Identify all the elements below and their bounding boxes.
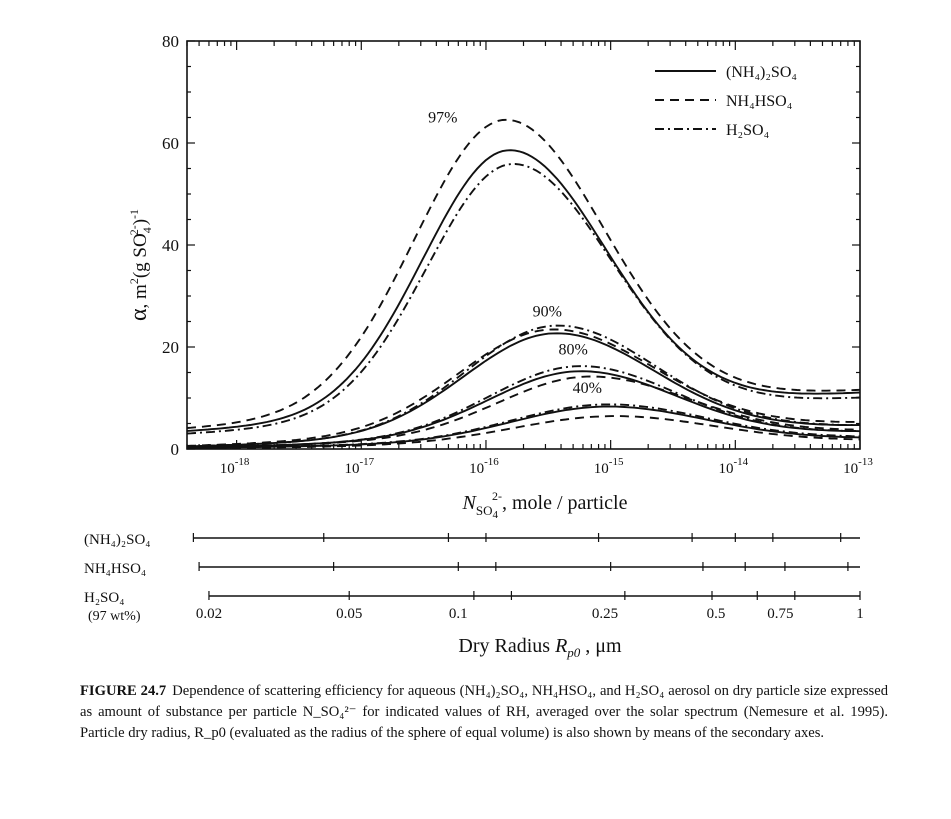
x-label-sup: 2-	[492, 489, 502, 503]
x-tick-label: 10-17	[344, 456, 374, 477]
y-tick-label: 40	[162, 236, 179, 255]
series-line-dashdot	[186, 324, 860, 448]
x-tick-base: 10	[843, 461, 858, 477]
y-label-unit: m	[130, 284, 151, 299]
series-line-dashed	[186, 375, 861, 449]
y-tick-label: 60	[162, 134, 179, 153]
x-tick-exponent: -18	[235, 456, 250, 468]
series-line-dashed	[186, 328, 860, 447]
secondary-axis-label: H₂SO₄	[84, 590, 124, 606]
y-label-sup: 2	[127, 278, 141, 284]
y-tick-label: 20	[162, 338, 179, 357]
series-line-dashed	[186, 118, 861, 429]
secondary-axis-label: (NH₄)₂SO₄	[84, 532, 151, 548]
series-line-solid	[186, 370, 861, 449]
x-tick-base: 10	[718, 461, 733, 477]
secondary-axis-sublabel: (97 wt%)	[88, 609, 141, 624]
y-label-close: )	[130, 219, 151, 225]
secondary-tick-label: 0.5	[707, 606, 726, 622]
annotation-rh: 80%	[558, 342, 587, 359]
y-label-sup3: -1	[127, 209, 141, 219]
y-axis-label: α, m2(g SO42-)-1	[126, 209, 154, 321]
x-label-sub2: 4	[492, 509, 498, 521]
legend-label: H₂SO₄	[726, 122, 770, 139]
x-tick-base: 10	[469, 461, 484, 477]
x-tick-exponent: -14	[733, 456, 748, 468]
legend: (NH₄)₂SO₄ NH₄HSO₄ H₂SO₄	[655, 64, 797, 139]
secondary-title-text: Dry Radius	[458, 635, 555, 657]
y-label-alpha: α	[126, 308, 152, 321]
secondary-tick-label: 0.1	[449, 606, 468, 622]
secondary-axis-label: NH₄HSO₄	[84, 561, 146, 577]
series-line-dashdot	[186, 365, 861, 449]
secondary-tick-label: 0.25	[592, 606, 618, 622]
secondary-title-sub: p0	[566, 645, 581, 660]
x-tick-base: 10	[220, 461, 235, 477]
x-tick-exponent: -15	[609, 456, 624, 468]
secondary-title-r: R	[554, 635, 567, 657]
caption-text: Dependence of scattering efficiency for …	[80, 683, 888, 741]
caption-label: FIGURE 24.7	[80, 683, 167, 699]
secondary-tick-label: 0.75	[767, 606, 793, 622]
secondary-axis-title: Dry Radius Rp0 , μm	[458, 635, 622, 660]
x-label-unit: mole / particle	[507, 492, 628, 514]
y-tick-label: 80	[162, 32, 179, 51]
annotation-rh: 90%	[533, 303, 562, 320]
y-label-sup2: 2-	[127, 225, 141, 235]
secondary-tick-label: 1	[856, 606, 864, 622]
series-line-solid	[186, 149, 861, 432]
secondary-tick-label: 0.02	[196, 606, 222, 622]
y-tick-label: 0	[171, 440, 180, 459]
secondary-axes: (NH₄)₂SO₄ NH₄HSO₄ H₂SO₄ (97 wt%) 0.02 0.05 0.1…	[84, 532, 864, 660]
series-line-solid	[186, 332, 860, 448]
x-tick-label: 10-15	[594, 456, 624, 477]
y-label-sub: 4	[140, 227, 154, 233]
x-tick-label: 10-18	[220, 456, 250, 477]
secondary-title-unit: , μm	[580, 635, 622, 657]
legend-label: NH₄HSO₄	[726, 93, 793, 110]
series-line-dashdot	[186, 163, 861, 435]
series-line-dashed	[186, 415, 861, 450]
x-tick-base: 10	[594, 461, 609, 477]
x-axis-label: NSO4 2-, mole / particle	[462, 489, 628, 521]
x-tick-label: 10-13	[843, 456, 873, 477]
annotation-rh: 40%	[573, 380, 602, 397]
x-tick-base: 10	[344, 461, 359, 477]
x-label-comma: ,	[502, 492, 507, 514]
y-label-rest: (g SO	[130, 233, 151, 278]
y-label-sep: ,	[130, 299, 151, 309]
legend-label: (NH₄)₂SO₄	[726, 64, 797, 81]
x-tick-label: 10-14	[718, 456, 748, 477]
secondary-tick-label: 0.05	[336, 606, 362, 622]
x-label-n: N	[462, 492, 478, 514]
annotation-rh: 97%	[428, 110, 457, 127]
figure-caption: FIGURE 24.7 Dependence of scattering effi…	[80, 681, 888, 744]
x-tick-exponent: -16	[484, 456, 499, 468]
x-label-sub: SO	[476, 503, 493, 518]
x-tick-exponent: -13	[858, 456, 873, 468]
x-tick-exponent: -17	[359, 456, 374, 468]
x-tick-label: 10-16	[469, 456, 499, 477]
